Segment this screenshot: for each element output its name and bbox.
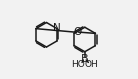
Text: N: N <box>53 23 61 33</box>
Text: OH: OH <box>84 60 98 69</box>
Text: HO: HO <box>72 60 85 69</box>
Text: B: B <box>81 54 89 64</box>
Text: O: O <box>73 27 82 37</box>
